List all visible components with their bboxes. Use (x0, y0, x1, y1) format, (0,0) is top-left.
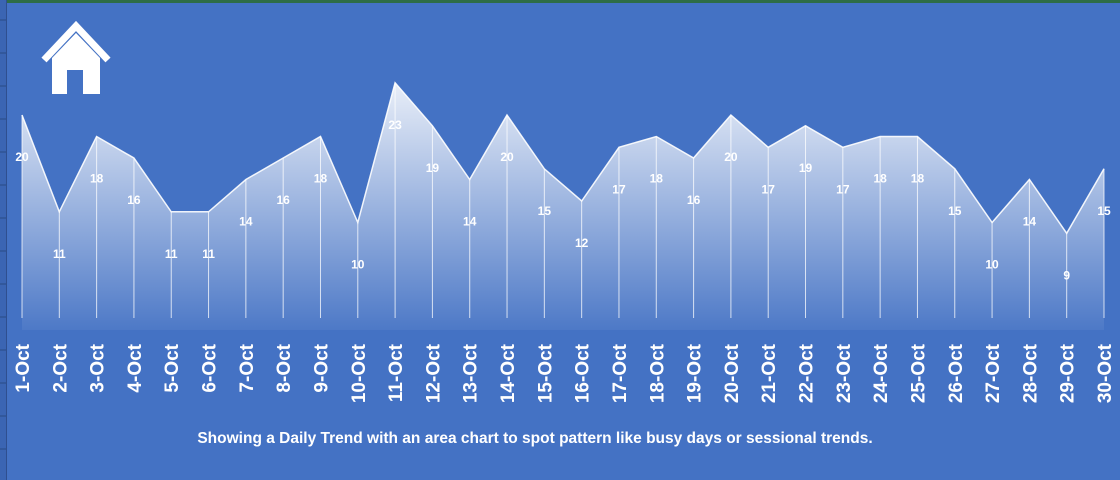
x-tick-label: 10-Oct (349, 343, 370, 403)
x-tick-label: 3-Oct (88, 343, 109, 392)
chart-caption: Showing a Daily Trend with an area chart… (197, 430, 873, 447)
x-tick-label: 21-Oct (759, 343, 780, 403)
data-label: 10 (351, 258, 365, 272)
data-label: 19 (426, 161, 440, 175)
x-tick-label: 4-Oct (125, 343, 146, 392)
data-label: 19 (799, 161, 813, 175)
x-tick-label: 17-Oct (610, 343, 631, 403)
data-label: 18 (90, 172, 104, 186)
data-label: 15 (948, 204, 962, 218)
data-label: 23 (388, 118, 402, 132)
x-axis-tick-labels: 1-Oct 2-Oct 3-Oct 4-Oct 5-Oct 6-Oct 7-Oct 8-Oct… (13, 343, 1116, 403)
area-series (21, 81, 1105, 330)
x-tick-label: 26-Oct (946, 343, 967, 403)
x-tick-label: 30-Oct (1095, 343, 1116, 403)
data-label: 14 (1023, 215, 1037, 229)
data-label: 18 (911, 172, 925, 186)
data-label: 17 (762, 182, 776, 196)
data-label: 20 (15, 150, 29, 164)
data-label: 18 (314, 172, 328, 186)
data-label: 14 (239, 215, 253, 229)
data-label: 17 (612, 182, 626, 196)
x-tick-label: 6-Oct (200, 343, 221, 392)
x-tick-label: 5-Oct (162, 343, 183, 392)
data-label: 14 (463, 215, 477, 229)
data-label: 16 (276, 193, 290, 207)
data-labels: 20 11 18 16 11 11 14 16 18 10 23 19 14 20 15 12 17 18 16 20… (15, 118, 1111, 283)
x-tick-label: 29-Oct (1058, 343, 1079, 403)
area-fill (22, 82, 1104, 330)
x-tick-label: 9-Oct (312, 343, 333, 392)
data-label: 11 (202, 247, 215, 261)
x-tick-label: 18-Oct (647, 343, 668, 403)
data-label: 9 (1063, 268, 1070, 282)
x-tick-label: 24-Oct (871, 343, 892, 403)
x-tick-label: 25-Oct (908, 343, 929, 403)
data-label: 15 (538, 204, 552, 218)
x-tick-label: 2-Oct (50, 343, 71, 392)
window-top-border (0, 0, 1120, 3)
home-icon (41, 20, 111, 94)
data-label: 11 (53, 247, 66, 261)
x-tick-label: 8-Oct (274, 343, 295, 392)
area-line (21, 81, 1105, 235)
x-tick-label: 19-Oct (685, 343, 706, 403)
x-tick-label: 12-Oct (423, 343, 444, 403)
data-label: 10 (985, 258, 999, 272)
x-tick-label: 7-Oct (237, 343, 258, 392)
x-tick-label: 13-Oct (461, 343, 482, 403)
data-label: 20 (500, 150, 514, 164)
window-left-border (0, 0, 7, 480)
x-tick-label: 14-Oct (498, 343, 519, 403)
y-axis-ticks (0, 19, 6, 450)
data-label: 17 (836, 182, 850, 196)
x-tick-label: 28-Oct (1020, 343, 1041, 403)
data-label: 15 (1097, 204, 1111, 218)
data-label: 12 (575, 236, 589, 250)
x-tick-label: 15-Oct (535, 343, 556, 403)
x-tick-label: 20-Oct (722, 343, 743, 403)
x-tick-label: 11-Oct (386, 343, 407, 402)
data-label: 11 (165, 247, 178, 261)
data-label: 20 (724, 150, 738, 164)
home-button[interactable] (38, 18, 116, 96)
data-label: 18 (873, 172, 887, 186)
x-tick-label: 27-Oct (983, 343, 1004, 403)
x-tick-label: 1-Oct (13, 343, 34, 392)
data-label: 18 (650, 172, 664, 186)
x-tick-label: 23-Oct (834, 343, 855, 403)
x-tick-label: 16-Oct (573, 343, 594, 403)
data-label: 16 (687, 193, 701, 207)
x-tick-label: 22-Oct (797, 343, 818, 403)
data-label: 16 (127, 193, 141, 207)
drop-lines (21, 82, 1105, 318)
